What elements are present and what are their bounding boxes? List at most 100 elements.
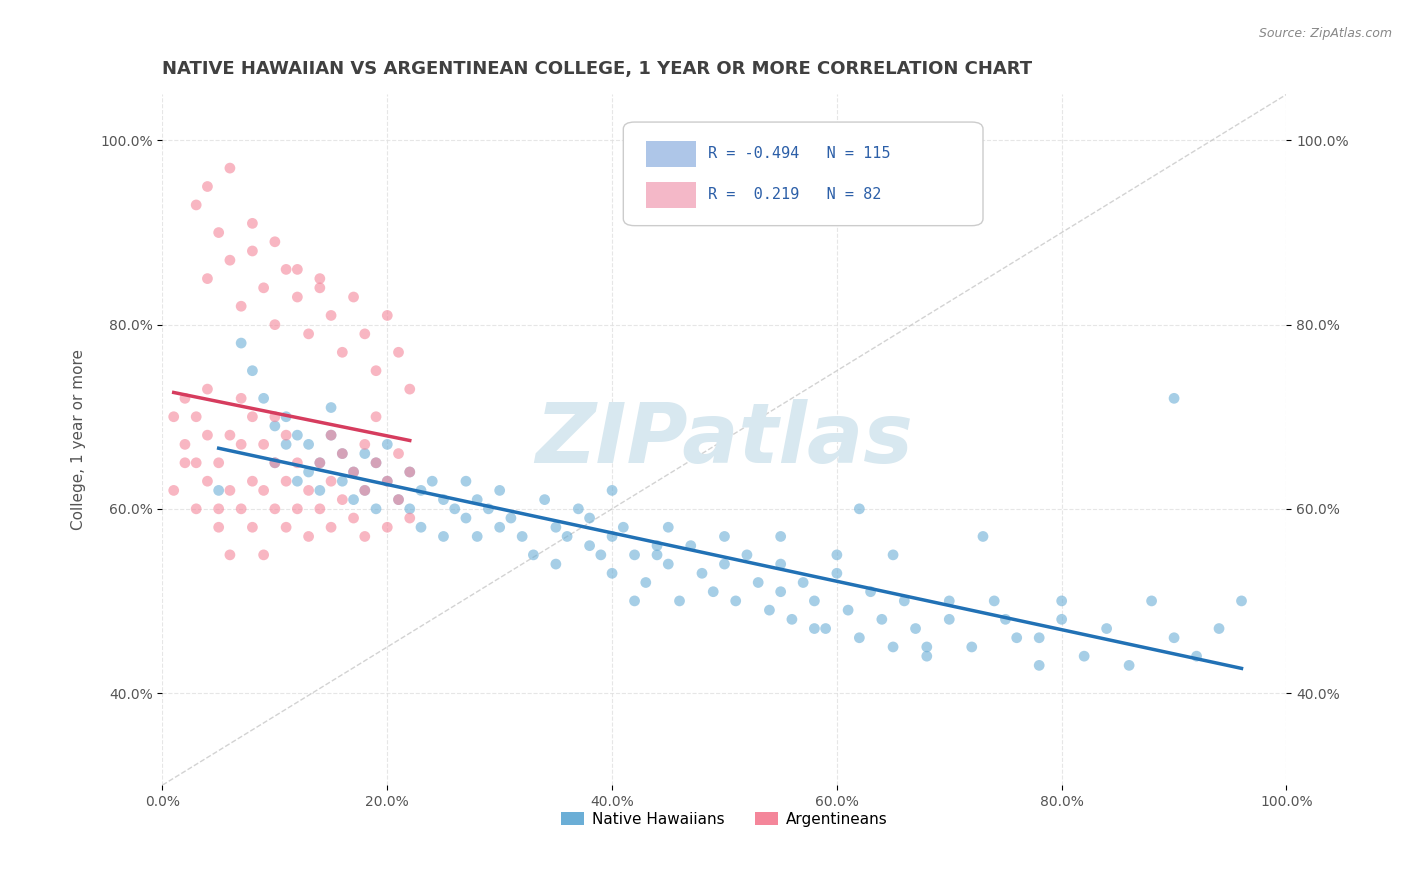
Argentineans: [242, 409, 264, 424]
Argentineans: [186, 198, 208, 212]
Argentineans: [398, 465, 420, 479]
Argentineans: [197, 271, 219, 285]
Argentineans: [197, 474, 219, 488]
Argentineans: [186, 501, 208, 516]
Native Hawaiians: [398, 465, 420, 479]
Native Hawaiians: [623, 548, 645, 562]
Native Hawaiians: [522, 548, 544, 562]
Argentineans: [398, 511, 420, 525]
Argentineans: [375, 309, 398, 323]
Native Hawaiians: [600, 566, 623, 581]
Argentineans: [387, 345, 409, 359]
Native Hawaiians: [1005, 631, 1028, 645]
Native Hawaiians: [533, 492, 555, 507]
Native Hawaiians: [657, 557, 679, 571]
Native Hawaiians: [510, 529, 533, 543]
Native Hawaiians: [645, 548, 668, 562]
Argentineans: [274, 520, 297, 534]
Argentineans: [297, 529, 319, 543]
Native Hawaiians: [702, 584, 724, 599]
Native Hawaiians: [780, 612, 803, 626]
Native Hawaiians: [420, 474, 443, 488]
Argentineans: [375, 474, 398, 488]
Native Hawaiians: [769, 557, 792, 571]
Argentineans: [319, 520, 342, 534]
Native Hawaiians: [859, 584, 882, 599]
Argentineans: [330, 446, 353, 460]
Argentineans: [231, 437, 253, 451]
Native Hawaiians: [330, 446, 353, 460]
Argentineans: [274, 262, 297, 277]
Y-axis label: College, 1 year or more: College, 1 year or more: [72, 350, 86, 530]
Native Hawaiians: [375, 474, 398, 488]
Native Hawaiians: [242, 364, 264, 378]
Native Hawaiians: [1050, 594, 1073, 608]
Native Hawaiians: [634, 575, 657, 590]
Argentineans: [398, 382, 420, 396]
Argentineans: [208, 456, 231, 470]
Native Hawaiians: [432, 492, 454, 507]
Argentineans: [208, 520, 231, 534]
Native Hawaiians: [837, 603, 859, 617]
Native Hawaiians: [555, 529, 578, 543]
Argentineans: [219, 548, 242, 562]
Argentineans: [274, 428, 297, 442]
Native Hawaiians: [353, 483, 375, 498]
Argentineans: [330, 345, 353, 359]
Native Hawaiians: [814, 622, 837, 636]
Native Hawaiians: [668, 594, 690, 608]
Native Hawaiians: [231, 336, 253, 351]
Argentineans: [174, 437, 197, 451]
Native Hawaiians: [1185, 649, 1208, 664]
Argentineans: [353, 529, 375, 543]
FancyBboxPatch shape: [645, 141, 696, 167]
Native Hawaiians: [713, 557, 735, 571]
Native Hawaiians: [623, 594, 645, 608]
Native Hawaiians: [364, 501, 387, 516]
Native Hawaiians: [308, 483, 330, 498]
Argentineans: [197, 179, 219, 194]
Argentineans: [242, 244, 264, 258]
Native Hawaiians: [1028, 631, 1050, 645]
Argentineans: [319, 428, 342, 442]
Native Hawaiians: [747, 575, 769, 590]
Native Hawaiians: [769, 529, 792, 543]
Argentineans: [308, 456, 330, 470]
Native Hawaiians: [465, 492, 488, 507]
Argentineans: [297, 483, 319, 498]
Native Hawaiians: [994, 612, 1017, 626]
Native Hawaiians: [803, 622, 825, 636]
Native Hawaiians: [264, 456, 287, 470]
Text: R =  0.219   N = 82: R = 0.219 N = 82: [707, 187, 882, 202]
Native Hawaiians: [1140, 594, 1163, 608]
Native Hawaiians: [409, 483, 432, 498]
Native Hawaiians: [713, 529, 735, 543]
Native Hawaiians: [364, 456, 387, 470]
FancyBboxPatch shape: [623, 122, 983, 226]
Native Hawaiians: [353, 446, 375, 460]
Native Hawaiians: [488, 520, 510, 534]
Native Hawaiians: [465, 529, 488, 543]
Native Hawaiians: [882, 640, 904, 654]
Native Hawaiians: [253, 392, 276, 406]
Argentineans: [186, 409, 208, 424]
Native Hawaiians: [589, 548, 612, 562]
Native Hawaiians: [342, 492, 364, 507]
Argentineans: [219, 161, 242, 175]
Native Hawaiians: [960, 640, 983, 654]
Argentineans: [219, 483, 242, 498]
Native Hawaiians: [893, 594, 915, 608]
Argentineans: [319, 309, 342, 323]
Native Hawaiians: [600, 529, 623, 543]
Argentineans: [208, 226, 231, 240]
Native Hawaiians: [1163, 631, 1185, 645]
Native Hawaiians: [297, 437, 319, 451]
Native Hawaiians: [342, 465, 364, 479]
Argentineans: [174, 392, 197, 406]
Argentineans: [387, 492, 409, 507]
Native Hawaiians: [825, 566, 848, 581]
Argentineans: [174, 456, 197, 470]
Text: Source: ZipAtlas.com: Source: ZipAtlas.com: [1258, 27, 1392, 40]
Native Hawaiians: [1208, 622, 1230, 636]
Argentineans: [197, 428, 219, 442]
